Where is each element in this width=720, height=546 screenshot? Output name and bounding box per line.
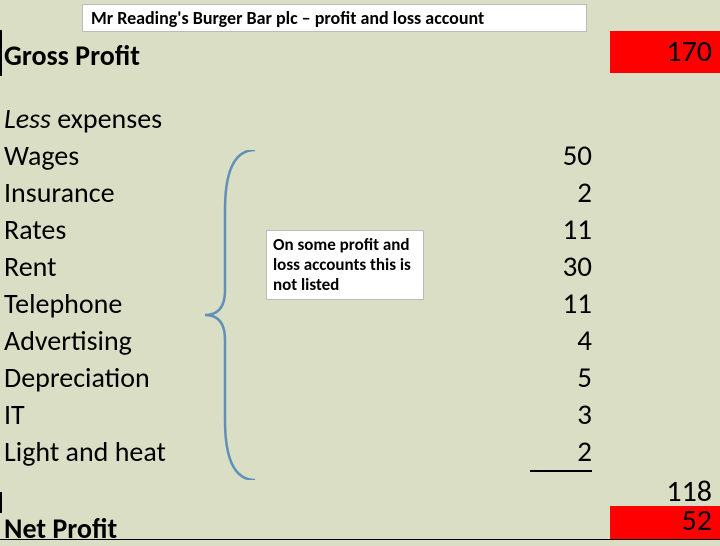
expenses-labels: Less expenses Wages Insurance Rates Rent… xyxy=(4,100,166,470)
brace-icon xyxy=(195,150,265,480)
expense-value: 4 xyxy=(530,322,592,359)
expense-label: Depreciation xyxy=(4,359,166,396)
expense-label: Insurance xyxy=(4,174,166,211)
expense-value: 3 xyxy=(530,396,592,433)
expense-label: Wages xyxy=(4,137,166,174)
less-label: Less xyxy=(4,101,51,136)
net-profit-label: Net Profit xyxy=(4,511,117,546)
note-box: On some profit and loss accounts this is… xyxy=(266,230,424,300)
title-text: Mr Reading's Burger Bar plc – profit and… xyxy=(91,7,484,29)
left-rule-bottom xyxy=(0,492,2,513)
expenses-word: expenses xyxy=(57,101,162,136)
less-expenses-row: Less expenses xyxy=(4,100,166,137)
expense-value: 2 xyxy=(530,433,592,472)
expense-label: Telephone xyxy=(4,285,166,322)
expense-value: 11 xyxy=(530,285,592,322)
expense-label: Light and heat xyxy=(4,433,166,470)
expense-value: 5 xyxy=(530,359,592,396)
net-profit-value: 52 xyxy=(610,506,720,540)
left-rule xyxy=(0,30,2,76)
expense-value: 2 xyxy=(530,174,592,211)
gross-profit-label: Gross Profit xyxy=(4,38,140,73)
expense-label: Rent xyxy=(4,248,166,285)
expense-value: 50 xyxy=(530,137,592,174)
expense-label: Rates xyxy=(4,211,166,248)
note-text: On some profit and loss accounts this is… xyxy=(273,234,411,295)
expense-label: Advertising xyxy=(4,322,166,359)
expense-value: 30 xyxy=(530,248,592,285)
gross-profit-value: 170 xyxy=(610,31,720,73)
expense-values: 50 2 11 30 11 4 5 3 2 xyxy=(530,137,592,472)
expense-value: 11 xyxy=(530,211,592,248)
expense-label: IT xyxy=(4,396,166,433)
title-box: Mr Reading's Burger Bar plc – profit and… xyxy=(82,4,587,32)
